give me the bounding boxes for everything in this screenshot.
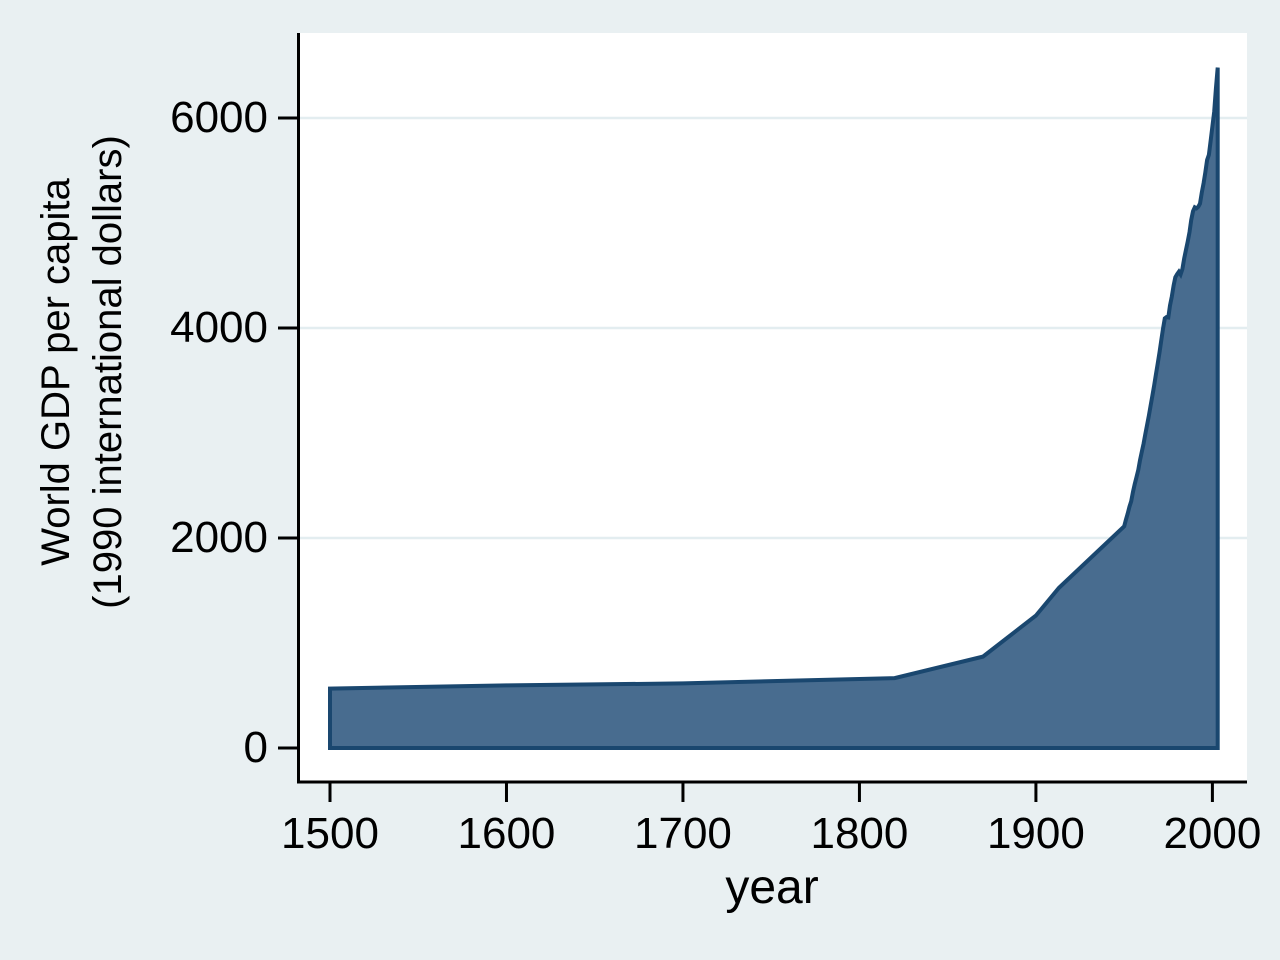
x-axis-title: year <box>725 861 819 914</box>
y-tick-label-2000: 2000 <box>170 513 268 562</box>
y-tick-label-4000: 4000 <box>170 303 268 352</box>
x-tick-label-1800: 1800 <box>810 809 909 858</box>
gdp-area-series <box>328 67 1220 750</box>
x-tick-label-2000: 2000 <box>1163 809 1262 858</box>
x-tick-label-1900: 1900 <box>986 809 1085 858</box>
x-tick-label-1500: 1500 <box>281 809 379 858</box>
y-tick-label-0: 0 <box>243 723 268 772</box>
x-tick-label-1600: 1600 <box>457 809 556 858</box>
y-tick-label-6000: 6000 <box>170 93 268 142</box>
x-tick-label-1700: 1700 <box>634 809 732 858</box>
